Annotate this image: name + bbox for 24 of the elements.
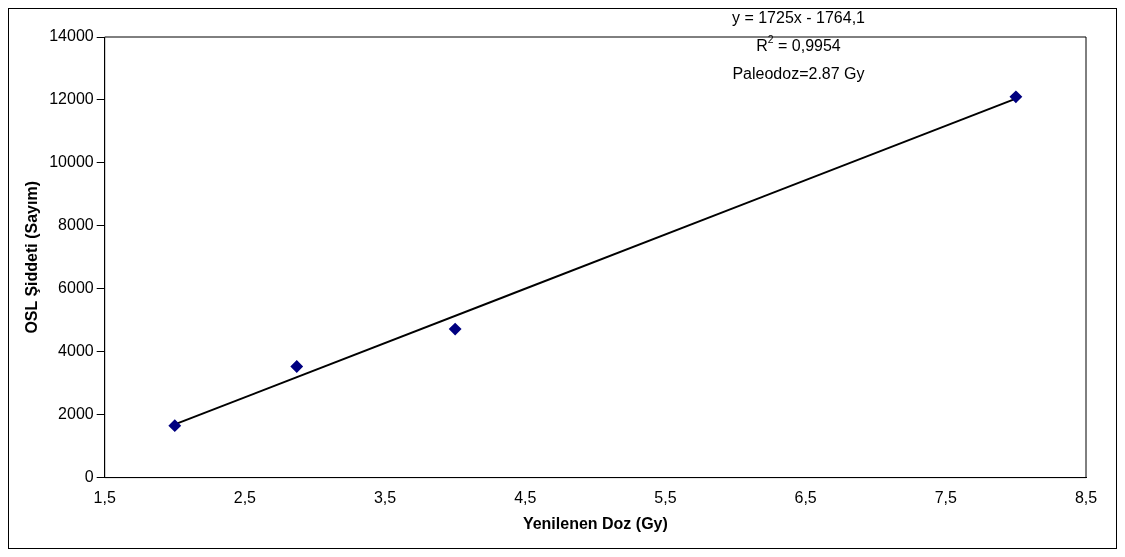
x-tick-label: 2,5 — [233, 488, 257, 506]
point — [449, 323, 462, 336]
y-tick-label: 2000 — [58, 405, 94, 423]
annotation: Paleodoz=2.87 Gy — [732, 65, 865, 83]
x-tick-label: 4,5 — [514, 488, 537, 506]
y-tick-label: 14000 — [49, 27, 94, 45]
y-tick-label: 6000 — [58, 279, 94, 297]
x-tick-label: 6,5 — [794, 488, 817, 506]
y-tick-label: 10000 — [49, 153, 94, 171]
y-tick-label: 8000 — [58, 216, 94, 234]
point — [168, 419, 181, 432]
x-tick-label: 1,5 — [93, 488, 116, 506]
y-tick-label: 4000 — [58, 342, 94, 360]
y-axis-title: OSL Şiddeti (Sayım) — [23, 180, 41, 334]
x-tick-label: 7,5 — [934, 488, 958, 506]
y-tick-label: 12000 — [49, 90, 94, 108]
x-axis-title: Yenilenen Doz (Gy) — [522, 514, 668, 532]
x-tick-label: 5,5 — [654, 488, 677, 506]
text: y = 1725x - 1764,1 — [731, 9, 866, 27]
point — [1009, 90, 1022, 103]
point — [290, 360, 303, 373]
x-tick-label: 3,5 — [373, 488, 397, 506]
y-tick-label: 0 — [84, 468, 94, 486]
x-tick-label: 8,5 — [1074, 488, 1098, 506]
